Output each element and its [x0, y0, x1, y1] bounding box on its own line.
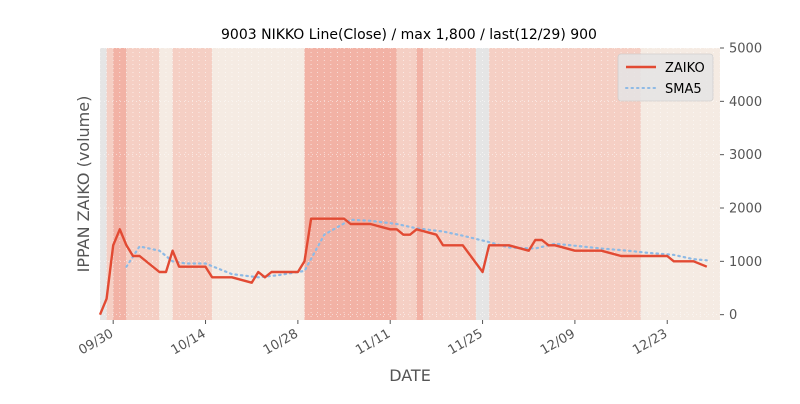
y-tick-label: 0 [729, 308, 737, 323]
y-tick-label: 1000 [729, 255, 762, 270]
y-tick-label: 4000 [729, 95, 762, 110]
series-line-sma5 [125, 218, 708, 279]
grid-lines [99, 47, 721, 320]
legend-label-zaiko: ZAIKO [665, 61, 705, 76]
legend-box [617, 53, 714, 102]
x-tick-label: 12/23 [630, 326, 670, 358]
background-band [106, 48, 114, 320]
legend: ZAIKO SMA5 [617, 53, 714, 102]
y-axis-ticks: 0 1000 2000 3000 4000 5000 [720, 42, 762, 323]
chart-title: 9003 NIKKO Line(Close) / max 1,800 / las… [221, 27, 597, 43]
y-tick-label: 2000 [729, 202, 762, 217]
background-band [489, 48, 641, 320]
y-axis-label: IPPAN ZAIKO (volume) [74, 96, 93, 273]
x-tick-label: 10/14 [169, 326, 209, 358]
series-line-zaiko [98, 217, 708, 316]
x-axis-ticks: 09/30 10/14 10/28 11/11 11/25 12/09 12/23 [76, 320, 670, 358]
x-tick-label: 12/09 [538, 326, 578, 358]
x-axis-label: DATE [389, 366, 431, 385]
background-band [126, 48, 160, 320]
y-tick-label: 3000 [729, 148, 762, 163]
x-tick-label: 11/11 [353, 326, 393, 358]
background-band [416, 48, 424, 320]
series-lines [98, 217, 708, 316]
x-tick-label: 11/25 [446, 326, 486, 358]
legend-label-sma5: SMA5 [665, 82, 702, 97]
x-tick-label: 09/30 [76, 326, 116, 358]
y-tick-label: 5000 [729, 42, 762, 57]
x-tick-label: 10/28 [261, 326, 301, 358]
background-band [396, 48, 417, 320]
